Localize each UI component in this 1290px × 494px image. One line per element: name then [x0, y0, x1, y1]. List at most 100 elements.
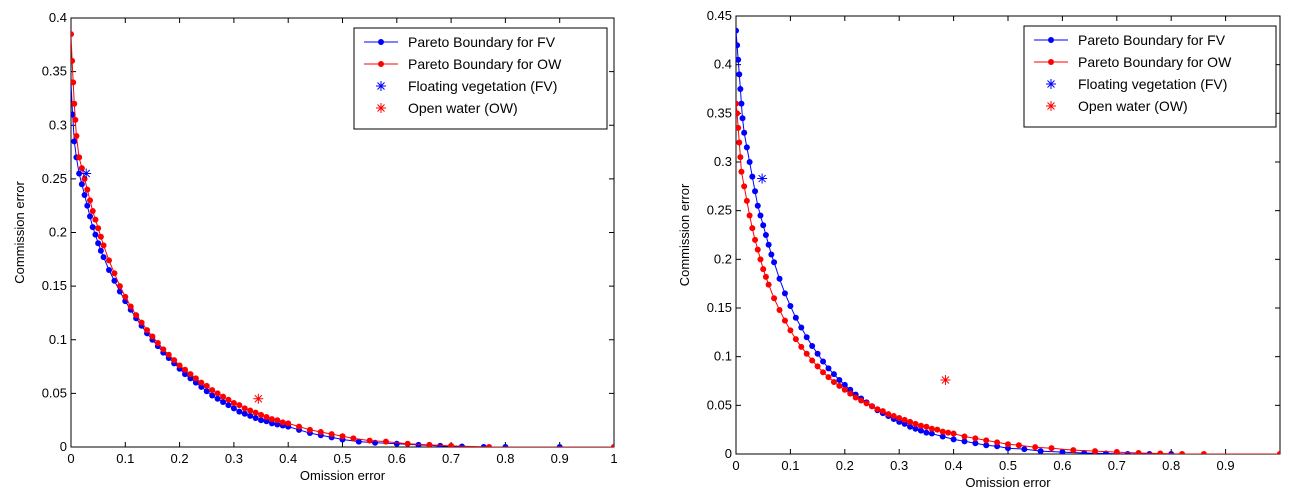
- data-point: [874, 406, 881, 413]
- data-point: [214, 395, 221, 402]
- data-point: [236, 402, 243, 409]
- data-point: [71, 31, 74, 38]
- data-point: [258, 417, 265, 424]
- data-point: [1032, 444, 1039, 451]
- data-point: [182, 366, 189, 373]
- data-point: [912, 420, 919, 427]
- data-point: [241, 405, 248, 412]
- data-point: [738, 100, 745, 107]
- data-point: [247, 412, 254, 419]
- data-point: [187, 371, 194, 378]
- data-point: [382, 438, 389, 445]
- star-stroke: [377, 82, 385, 90]
- y-tick-label: 0.1: [714, 349, 732, 364]
- data-point: [230, 400, 237, 407]
- y-tick-label: 0.25: [42, 171, 67, 186]
- data-point: [502, 444, 509, 447]
- data-point: [736, 56, 742, 63]
- x-tick-label: 0.8: [1162, 458, 1180, 473]
- data-point: [81, 191, 88, 198]
- y-tick-label: 0.35: [42, 64, 67, 79]
- data-point: [1113, 449, 1120, 454]
- x-tick-label: 0.4: [279, 451, 297, 466]
- data-point: [771, 295, 778, 302]
- data-point: [176, 362, 183, 369]
- data-point: [972, 435, 979, 442]
- data-point: [306, 426, 313, 433]
- legend-star: [376, 81, 386, 91]
- data-point: [1005, 441, 1011, 448]
- legend-label: Pareto Boundary for FV: [1078, 32, 1226, 48]
- data-point: [192, 379, 199, 386]
- data-point: [279, 419, 286, 426]
- y-tick-label: 0.1: [49, 332, 67, 347]
- data-point: [841, 381, 848, 388]
- data-point: [809, 342, 816, 349]
- data-point: [907, 423, 914, 430]
- data-point: [749, 173, 756, 180]
- data-point: [1070, 447, 1077, 454]
- y-tick-label: 0.05: [707, 397, 732, 412]
- data-point: [97, 247, 104, 254]
- x-tick-label: 0.2: [171, 451, 189, 466]
- x-tick-label: 0.7: [1108, 458, 1126, 473]
- x-tick-label: 0.4: [945, 458, 963, 473]
- data-point: [480, 444, 487, 447]
- series-line-1: [736, 30, 1280, 454]
- data-point: [1015, 442, 1022, 449]
- data-point: [890, 413, 897, 420]
- data-point: [746, 212, 753, 219]
- data-point: [241, 410, 248, 417]
- data-point: [809, 357, 816, 364]
- data-point: [393, 440, 400, 447]
- data-point: [803, 350, 810, 357]
- data-point: [236, 408, 243, 415]
- data-point: [252, 415, 259, 422]
- y-tick-label: 0: [725, 446, 732, 461]
- star-stroke: [254, 394, 263, 403]
- data-point: [611, 444, 614, 447]
- data-point: [84, 202, 91, 209]
- legend-star: [1046, 79, 1056, 89]
- data-point: [192, 375, 199, 382]
- legend-entry: Floating vegetation (FV): [1046, 76, 1227, 92]
- data-point: [836, 377, 843, 384]
- data-point: [1124, 451, 1131, 454]
- data-point: [836, 382, 843, 389]
- y-tick-label: 0.25: [707, 203, 732, 218]
- data-point: [87, 213, 94, 220]
- data-point: [847, 390, 854, 397]
- legend: Pareto Boundary for FV Pareto Boundary fo…: [1023, 25, 1277, 128]
- legend-entry: Pareto Boundary for FV: [1034, 32, 1226, 48]
- data-point: [448, 442, 455, 447]
- data-point: [97, 233, 104, 240]
- legend-entry: Pareto Boundary for OW: [364, 56, 562, 72]
- x-tick-label: 0.8: [496, 451, 514, 466]
- data-point: [820, 358, 827, 365]
- data-point: [760, 222, 767, 229]
- legend-entry: Floating vegetation (FV): [376, 78, 557, 94]
- y-tick-label: 0.2: [49, 225, 67, 240]
- y-tick-label: 0.05: [42, 385, 67, 400]
- x-tick-label: 0: [67, 451, 74, 466]
- x-axis-label: Omission error: [965, 475, 1051, 490]
- star-stroke: [377, 104, 385, 112]
- data-point: [214, 390, 221, 397]
- data-point: [285, 420, 292, 427]
- data-point: [917, 422, 924, 429]
- data-point: [939, 433, 946, 440]
- data-point: [830, 378, 837, 385]
- data-point: [994, 439, 1001, 446]
- legend-entry: Open water (OW): [1046, 98, 1188, 114]
- data-point: [743, 144, 750, 151]
- y-tick-label: 0.45: [707, 8, 732, 23]
- data-point: [983, 442, 990, 449]
- data-point: [736, 42, 741, 49]
- y-tick-label: 0.2: [714, 251, 732, 266]
- data-point: [798, 343, 805, 350]
- star-stroke: [1047, 102, 1055, 110]
- x-tick-label: 0.1: [781, 458, 799, 473]
- star-marker: [940, 375, 951, 386]
- data-point: [743, 197, 750, 204]
- data-point: [116, 283, 123, 290]
